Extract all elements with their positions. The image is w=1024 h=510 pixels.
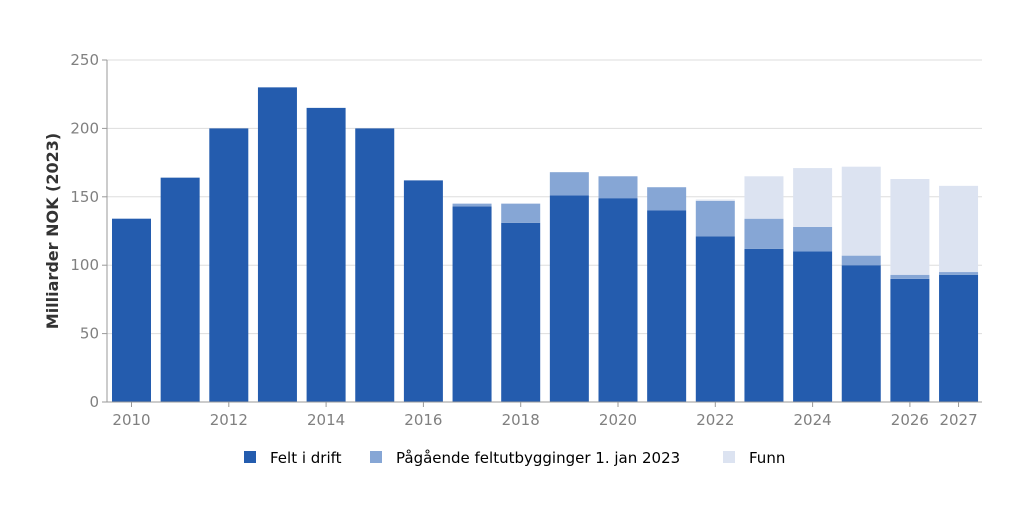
legend-swatch — [370, 451, 382, 463]
x-tick-label: 2016 — [404, 411, 442, 429]
bar-felt-i-drift-2014 — [306, 107, 346, 402]
bar-funn-2022 — [695, 199, 735, 201]
bar-felt-i-drift-2026 — [890, 278, 930, 402]
x-tick-label: 2022 — [696, 411, 734, 429]
x-tick-label: 2024 — [794, 411, 832, 429]
y-tick-label: 250 — [70, 51, 99, 69]
bar-pagaende-2024 — [793, 226, 833, 252]
bar-pagaende-2019 — [549, 172, 589, 196]
bar-felt-i-drift-2023 — [744, 248, 784, 402]
bar-felt-i-drift-2020 — [598, 198, 638, 402]
bar-pagaende-2021 — [647, 187, 687, 211]
x-tick-label: 2012 — [210, 411, 248, 429]
bar-pagaende-2026 — [890, 274, 930, 279]
y-tick-label: 200 — [70, 119, 99, 137]
x-tick-label: 2018 — [502, 411, 540, 429]
bar-felt-i-drift-2021 — [647, 210, 687, 402]
y-tick-labels: 0 50 100 150 200 250 — [70, 51, 107, 411]
x-tick-labels: 2010 2012 2014 2016 2018 2020 2022 2024 2026 2027 — [112, 402, 978, 429]
bar-funn-2023 — [744, 176, 784, 219]
y-tick-label: 100 — [70, 256, 99, 274]
y-tick-label: 0 — [89, 393, 99, 411]
legend-swatch — [244, 451, 256, 463]
bar-pagaende-2018 — [501, 203, 541, 223]
bar-felt-i-drift-2012 — [209, 128, 249, 402]
bar-felt-i-drift-2013 — [257, 87, 297, 403]
bar-pagaende-2027 — [939, 272, 979, 275]
legend: Felt i drift Pågående feltutbygginger 1. … — [244, 449, 785, 467]
bar-felt-i-drift-2018 — [501, 222, 541, 402]
bar-felt-i-drift-2024 — [793, 251, 833, 402]
bar-felt-i-drift-2025 — [841, 265, 881, 402]
x-tick-label: 2014 — [307, 411, 345, 429]
bar-pagaende-2017 — [452, 203, 492, 207]
bar-pagaende-2023 — [744, 218, 784, 249]
legend-label: Felt i drift — [270, 449, 342, 467]
bar-felt-i-drift-2022 — [695, 236, 735, 402]
bar-felt-i-drift-2011 — [160, 177, 200, 402]
bar-funn-2024 — [793, 168, 833, 227]
bar-pagaende-2020 — [598, 176, 638, 199]
x-tick-label: 2010 — [112, 411, 150, 429]
x-tick-label: 2020 — [599, 411, 637, 429]
bar-felt-i-drift-2019 — [549, 195, 589, 402]
bar-felt-i-drift-2027 — [939, 274, 979, 402]
bar-felt-i-drift-2010 — [112, 218, 151, 402]
bar-pagaende-2022 — [695, 200, 735, 237]
y-tick-label: 50 — [80, 325, 99, 343]
legend-label: Pågående feltutbygginger 1. jan 2023 — [396, 449, 680, 467]
bar-funn-2025 — [841, 166, 881, 256]
y-axis-title: Milliarder NOK (2023) — [43, 133, 62, 329]
bar-pagaende-2025 — [841, 255, 881, 266]
x-tick-label: 2026 — [891, 411, 929, 429]
legend-label: Funn — [749, 449, 785, 467]
bars — [112, 87, 979, 403]
bar-funn-2027 — [939, 185, 979, 273]
bar-felt-i-drift-2015 — [355, 128, 395, 402]
bar-felt-i-drift-2016 — [403, 180, 443, 402]
legend-swatch — [723, 451, 735, 463]
bar-funn-2026 — [890, 179, 930, 275]
gridlines — [107, 59, 982, 335]
y-tick-label: 150 — [70, 188, 99, 206]
bar-felt-i-drift-2017 — [452, 206, 492, 402]
x-tick-label: 2027 — [939, 411, 977, 429]
